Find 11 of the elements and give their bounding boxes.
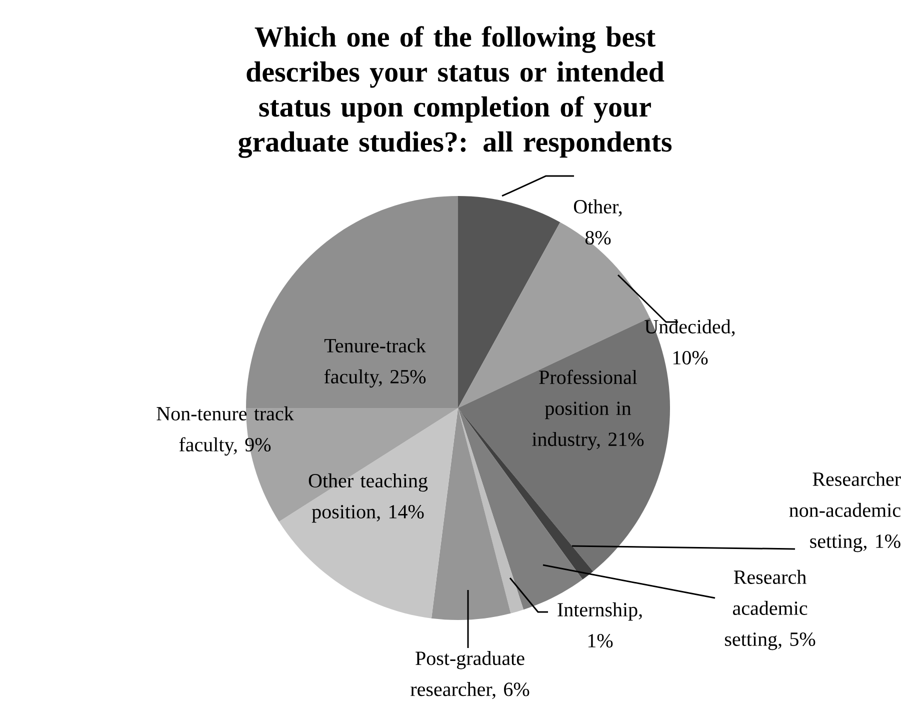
slice-label: Other teaching position, 14% (308, 473, 428, 523)
slice-label: Tenure-track faculty, 25% (324, 338, 426, 388)
slice-label: Non-tenure track faculty, 9% (156, 406, 294, 456)
slice-label: Other, 8% (574, 199, 622, 245)
slice-label: Research academic setting, 5% (725, 570, 816, 650)
slice-label: Undecided, 10% (644, 319, 735, 365)
slice-label: Internship, 1% (558, 602, 642, 648)
slice-label: Professional position in industry, 21% (532, 370, 644, 450)
slice-label: Researcher non-academic setting, 1% (789, 472, 901, 552)
slice-label: Post-graduate researcher, 6% (410, 651, 530, 699)
chart-title: Which one of the following best describes your status or intended status upon completion of your graduate studies?: all respondents (238, 26, 672, 158)
